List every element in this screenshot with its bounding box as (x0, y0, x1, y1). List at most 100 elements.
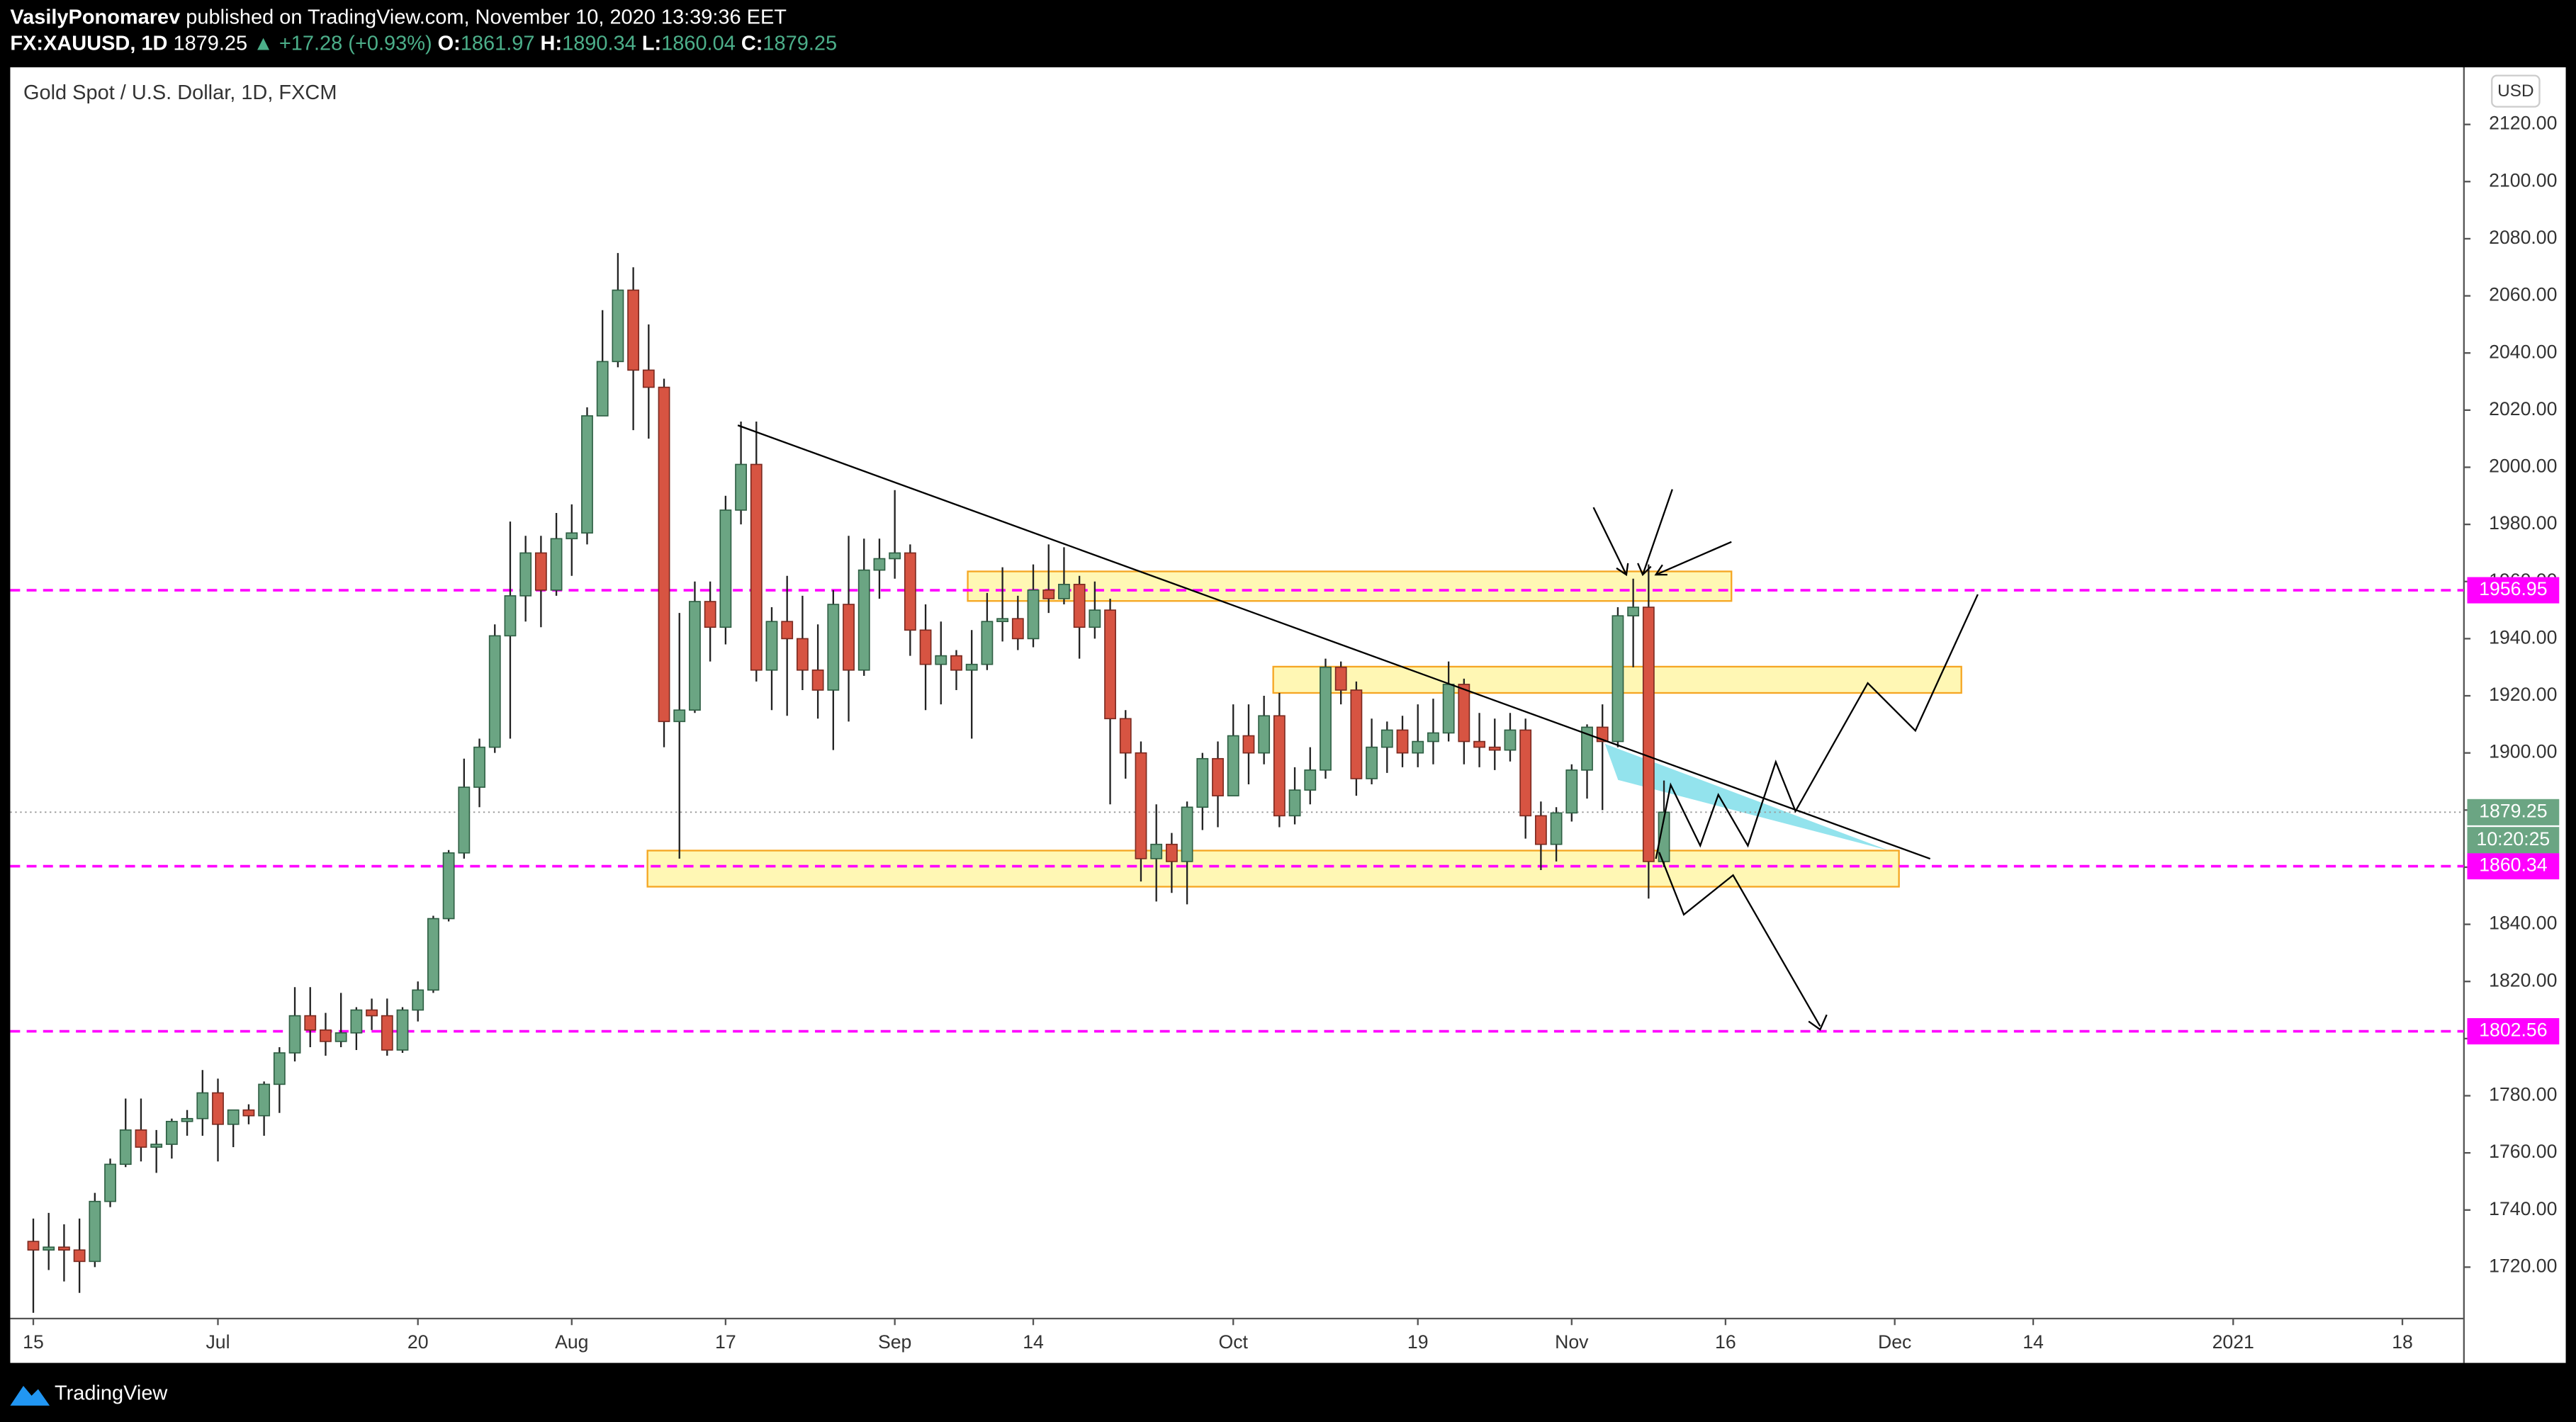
candle-body (750, 463, 763, 671)
candle-body (796, 638, 809, 671)
candle-body (1058, 583, 1070, 599)
arrow (1592, 507, 1627, 575)
candle-body (458, 786, 471, 854)
candle-body (1089, 609, 1101, 628)
ohlc-value: 1861.97 (461, 32, 535, 55)
y-tick-label: 1740.00 (2489, 1198, 2557, 1219)
candle-body (258, 1083, 271, 1117)
price-tag (2467, 577, 2560, 604)
candle-body (350, 1009, 363, 1034)
y-tick-label: 1900.00 (2489, 741, 2557, 762)
price-tag-label: 1956.95 (2479, 578, 2547, 599)
x-tick-label: Aug (555, 1331, 588, 1353)
candle-body (1181, 806, 1193, 862)
y-tick-label: 2100.00 (2489, 169, 2557, 191)
candle-body (935, 655, 947, 665)
arrow-head (1808, 1014, 1828, 1031)
change: ▲ +17.28 (+0.93%) (253, 32, 432, 55)
arrow-head (1654, 564, 1667, 576)
candle-body (1073, 583, 1086, 628)
candle-body (104, 1163, 116, 1202)
currency-label[interactable]: USD (2497, 81, 2533, 101)
y-tick-label: 1780.00 (2489, 1084, 2557, 1105)
x-tick-label: 14 (1023, 1331, 1044, 1353)
candle-body (1627, 606, 1640, 616)
ohlc-label: H: (541, 32, 563, 55)
footer-logo (10, 1386, 50, 1406)
arrow-head (1616, 563, 1629, 577)
candle-body (1196, 757, 1209, 808)
plot (10, 253, 2464, 1313)
candle-body (1042, 589, 1055, 599)
candle-body (396, 1009, 409, 1051)
logo-icon (10, 1386, 50, 1406)
candle-body (689, 601, 701, 711)
candle-body (827, 604, 840, 691)
price-tag-label: 1860.34 (2479, 854, 2547, 876)
candle-body (27, 1241, 40, 1251)
candle-body (119, 1129, 132, 1166)
candle-body (904, 552, 916, 631)
candle-body (1334, 666, 1347, 691)
y-tick-label: 1840.00 (2489, 913, 2557, 934)
candle-body (873, 558, 886, 571)
y-tick-label: 1980.00 (2489, 512, 2557, 534)
author: VasilyPonomarev (10, 6, 180, 28)
shaded-wedge (1604, 743, 1889, 851)
candle-body (596, 361, 609, 417)
x-tick-label: 16 (1715, 1331, 1736, 1353)
candle-body (1427, 732, 1439, 743)
candle-body (150, 1144, 163, 1148)
x-tick-label: 20 (407, 1331, 429, 1353)
candle-body (981, 621, 994, 665)
candle-body (73, 1249, 86, 1263)
candle-body (1027, 589, 1040, 640)
candle-body (996, 618, 1009, 623)
candle-body (965, 663, 978, 671)
candle-body (334, 1032, 347, 1042)
ohlc-label: O: (438, 32, 461, 55)
arrow (1655, 541, 1732, 576)
candle-body (1458, 684, 1470, 743)
candle-body (473, 746, 485, 788)
candle-body (612, 289, 624, 363)
ohlc-label: C: (741, 32, 763, 55)
candle-body (627, 289, 640, 371)
candle-body (1442, 684, 1455, 734)
candle-body (919, 629, 932, 665)
publish-line: VasilyPonomarev published on TradingView… (10, 6, 787, 28)
currency-button[interactable] (2491, 74, 2541, 108)
ohlc-value: 1879.25 (763, 32, 837, 55)
price-tag-label: 1802.56 (2479, 1020, 2547, 1041)
candle-body (1642, 606, 1655, 862)
candle-body (704, 601, 716, 628)
candle-body (43, 1246, 55, 1251)
x-tick-label: 2021 (2212, 1331, 2254, 1353)
y-tick-label: 2020.00 (2489, 398, 2557, 419)
candle-body (857, 569, 870, 671)
candle-body (1581, 726, 1593, 771)
candle-body (1396, 729, 1409, 754)
candle-body (719, 509, 732, 628)
arrow-head (1637, 563, 1652, 577)
price-tag (2467, 1018, 2560, 1045)
chart-title: Gold Spot / U.S. Dollar, 1D, FXCM (23, 81, 337, 104)
candle-body (212, 1092, 224, 1125)
projection-up (1655, 594, 1979, 859)
candle-body (566, 532, 578, 540)
candle-body (320, 1029, 332, 1042)
x-tick-label: Sep (878, 1331, 911, 1353)
candle-body (1550, 812, 1563, 845)
candle-body (1011, 618, 1024, 640)
candle-body (1504, 729, 1517, 751)
candle-body (765, 621, 778, 671)
candle-body (658, 386, 670, 723)
x-tick-label: Dec (1878, 1331, 1911, 1353)
symbol: FX:XAUUSD, 1D (10, 32, 167, 55)
candle-body (642, 369, 655, 388)
x-tick-label: Jul (206, 1331, 230, 1353)
candle-body (519, 552, 532, 597)
trend-line (737, 424, 1931, 860)
x-tick-label: 14 (2023, 1331, 2044, 1353)
candle-body (889, 552, 901, 560)
